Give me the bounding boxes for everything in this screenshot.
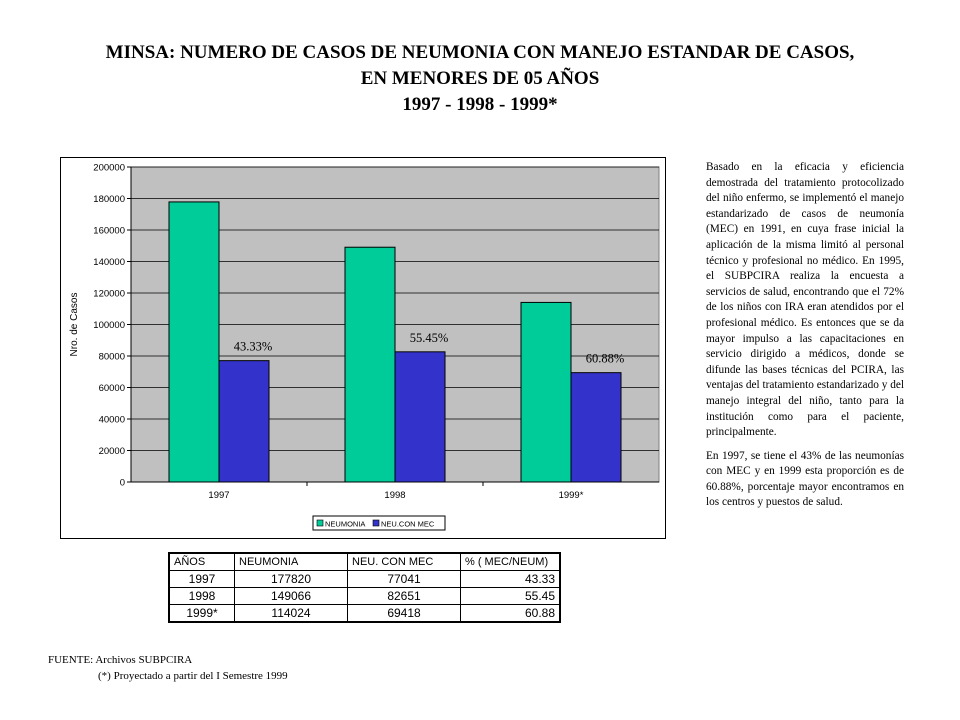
y-axis-label: Nro. de Casos <box>69 293 80 357</box>
legend-swatch <box>372 519 380 527</box>
table-cell: 43.33 <box>460 570 561 588</box>
source-note: FUENTE: Archivos SUBPCIRA (*) Proyectado… <box>48 652 288 684</box>
percent-label: 55.45% <box>410 331 449 345</box>
y-tick-label: 60000 <box>99 383 125 394</box>
table-cell: 149066 <box>234 587 348 605</box>
table-cell: 55.45 <box>460 587 561 605</box>
table-row: 1999* 114024 69418 60.88 <box>168 604 561 623</box>
y-tick-label: 120000 <box>93 289 125 300</box>
title-line-1: MINSA: NUMERO DE CASOS DE NEUMONIA CON M… <box>105 42 855 63</box>
table-header-cell: AÑOS <box>168 552 235 571</box>
y-tick-label: 40000 <box>99 415 125 426</box>
title-line-2: EN MENORES DE 05 AÑOS <box>360 68 600 89</box>
legend-swatch <box>316 519 324 527</box>
bar-neu-con-mec-1999 <box>570 372 622 483</box>
table-header-cell: NEUMONIA <box>234 552 348 571</box>
table-cell: 177820 <box>234 570 348 588</box>
y-tick-label: 0 <box>120 478 125 489</box>
chart-container: 0 20000 40000 60000 80000 100000 120000 140000 1… <box>60 157 666 539</box>
table-header-cell: NEU. CON MEC <box>347 552 461 571</box>
x-tick-label: 1999* <box>559 490 584 501</box>
bar-chart: 0 20000 40000 60000 80000 100000 120000 140000 1… <box>69 163 660 531</box>
y-tick-label: 140000 <box>93 257 125 268</box>
legend-label: NEU.CON MEC <box>381 520 435 529</box>
bar-neumonia-1997 <box>168 201 220 483</box>
table-row: 1997 177820 77041 43.33 <box>168 570 561 588</box>
bar-neumonia-1999 <box>520 301 572 483</box>
table-cell: 1999* <box>168 604 235 623</box>
projection-note: (*) Proyectado a partir del I Semestre 1… <box>98 670 288 682</box>
bar-neu-con-mec-1997 <box>218 360 270 483</box>
y-tick-label: 80000 <box>99 352 125 363</box>
bar-neumonia-1998 <box>344 246 396 483</box>
table-header-row: AÑOS NEUMONIA NEU. CON MEC % ( MEC/NEUM) <box>168 552 561 571</box>
x-tick-label: 1997 <box>208 490 229 501</box>
y-tick-label: 20000 <box>99 446 125 457</box>
source-line: FUENTE: Archivos SUBPCIRA <box>48 654 193 666</box>
table-header-cell: % ( MEC/NEUM) <box>460 552 561 571</box>
table-row: 1998 149066 82651 55.45 <box>168 587 561 605</box>
table-cell: 114024 <box>234 604 348 623</box>
bar-neu-con-mec-1998 <box>394 351 446 483</box>
percent-label: 43.33% <box>234 340 273 354</box>
description-text: Basado en la eficacia y eficiencia demos… <box>706 160 904 519</box>
title-line-3: 1997 - 1998 - 1999* <box>402 94 558 115</box>
table-cell: 1997 <box>168 570 235 588</box>
table-cell: 1998 <box>168 587 235 605</box>
description-paragraph-2: En 1997, se tiene el 43% de las neumonía… <box>706 449 904 509</box>
y-tick-label: 100000 <box>93 320 125 331</box>
table-cell: 82651 <box>347 587 461 605</box>
data-table: AÑOS NEUMONIA NEU. CON MEC % ( MEC/NEUM)… <box>168 552 561 623</box>
table-cell: 69418 <box>347 604 461 623</box>
x-tick-label: 1998 <box>384 490 405 501</box>
y-tick-label: 200000 <box>93 163 125 174</box>
y-tick-label: 160000 <box>93 226 125 237</box>
percent-label: 60.88% <box>586 352 625 366</box>
legend-label: NEUMONIA <box>325 520 365 529</box>
table-cell: 77041 <box>347 570 461 588</box>
y-tick-label: 180000 <box>93 194 125 205</box>
table-cell: 60.88 <box>460 604 561 623</box>
page-title: MINSA: NUMERO DE CASOS DE NEUMONIA CON M… <box>0 40 960 118</box>
description-paragraph-1: Basado en la eficacia y eficiencia demos… <box>706 161 904 439</box>
